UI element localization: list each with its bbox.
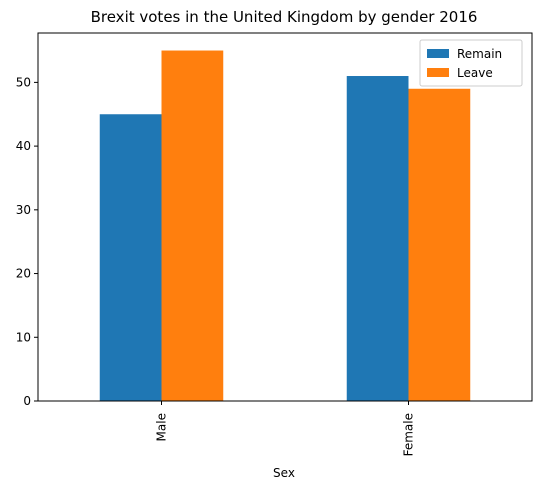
- x-axis-label: Sex: [273, 466, 295, 480]
- chart-title: Brexit votes in the United Kingdom by ge…: [91, 8, 478, 26]
- bar-leave-male: [161, 50, 224, 402]
- legend-swatch-remain: [427, 49, 449, 58]
- legend-label-remain: Remain: [457, 47, 502, 61]
- bar-remain-female: [346, 76, 409, 401]
- x-tick-label: Female: [402, 413, 416, 456]
- y-tick-label: 50: [16, 75, 31, 89]
- y-tick-label: 30: [16, 203, 31, 217]
- legend-swatch-leave: [427, 68, 449, 77]
- y-tick-label: 0: [23, 394, 31, 408]
- y-tick-label: 10: [16, 330, 31, 344]
- x-tick-label: Male: [155, 413, 169, 441]
- y-axis: 0 10 20 30 40 50: [16, 75, 38, 408]
- legend: Remain Leave: [419, 39, 523, 87]
- bars-group: [99, 50, 471, 402]
- legend-label-leave: Leave: [457, 66, 493, 80]
- y-tick-label: 20: [16, 267, 31, 281]
- x-axis: Male Female: [155, 401, 416, 456]
- bar-remain-male: [99, 114, 162, 401]
- y-tick-label: 40: [16, 139, 31, 153]
- plot-frame: [37, 32, 533, 402]
- bar-leave-female: [408, 88, 471, 402]
